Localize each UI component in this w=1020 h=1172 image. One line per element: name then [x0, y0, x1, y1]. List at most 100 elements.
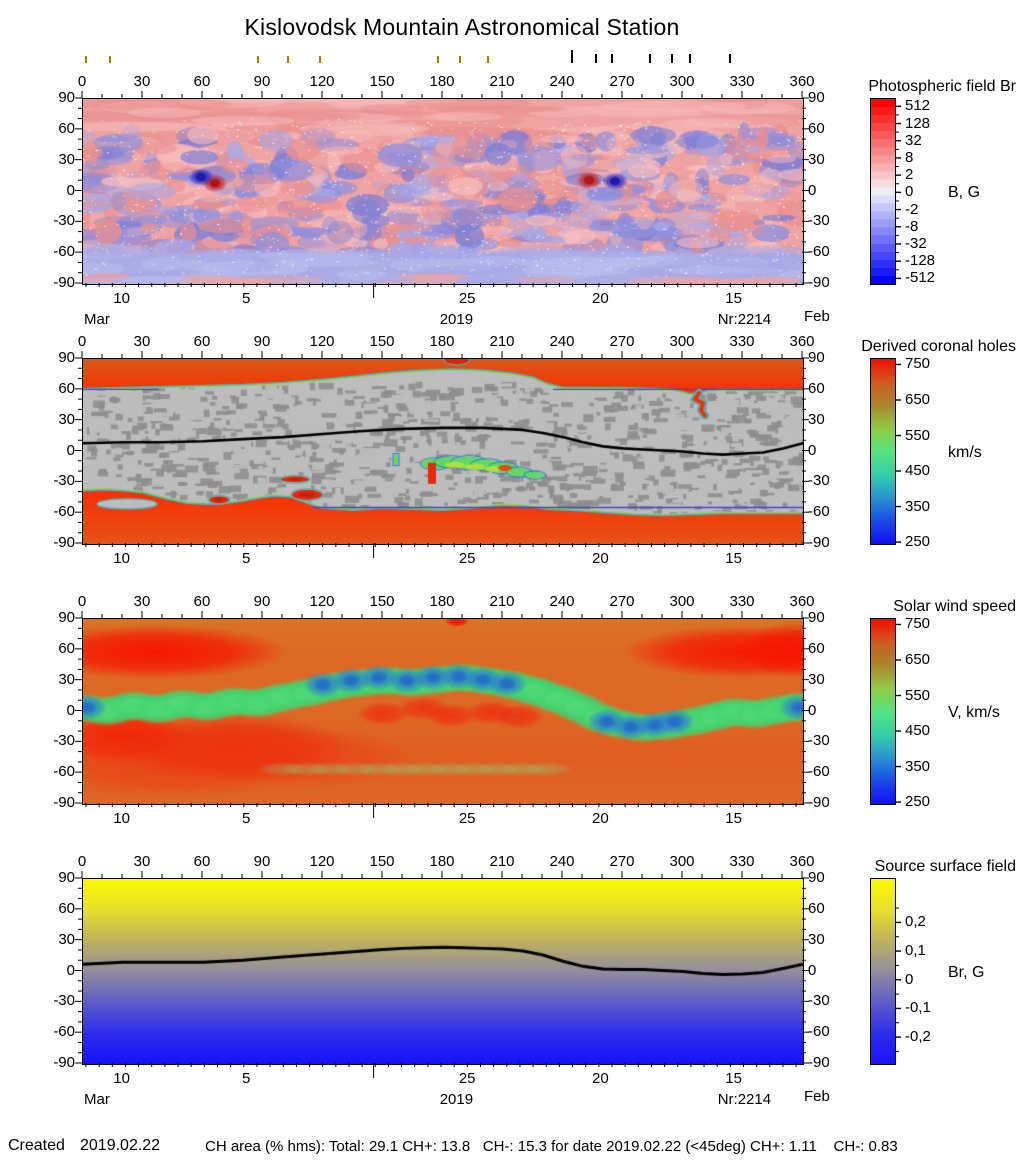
lat-tick-label-left: 0 — [66, 961, 75, 979]
lon-tick-label: 180 — [429, 593, 455, 610]
date-tick-label: 15 — [725, 290, 742, 307]
lon-tick-label: 240 — [549, 333, 575, 350]
colorbar-tick-label: 450 — [905, 722, 931, 740]
lat-tick-label-right: -90 — [808, 534, 830, 551]
lat-tick-label-left: 0 — [66, 701, 75, 719]
colorbar-tick-label: 350 — [905, 497, 931, 515]
lat-tick-label-right: 60 — [808, 119, 825, 137]
date-tick-label: 25 — [458, 1070, 476, 1087]
lon-tick-label: 240 — [549, 853, 575, 870]
source-surface-field-map — [82, 878, 804, 1065]
colorbar-tick-label: 0,2 — [905, 913, 926, 931]
date-tick-label: 5 — [241, 290, 251, 307]
date-tick-label: 25 — [458, 290, 476, 307]
lon-tick-label: 90 — [253, 593, 271, 610]
lon-tick-label: 0 — [77, 333, 87, 350]
lat-tick-label-left: 60 — [58, 119, 75, 137]
colorbar-tick-label: 550 — [905, 426, 931, 444]
lon-tick-label: 270 — [609, 333, 635, 350]
month-right-label: Feb — [804, 308, 830, 325]
lon-tick-label: 270 — [609, 593, 635, 610]
lat-tick-label-right: -30 — [808, 992, 830, 1010]
coronal-holes-map — [82, 358, 804, 545]
lat-tick-label-right: -90 — [808, 274, 830, 291]
colorbar-tick-label: 750 — [905, 615, 931, 633]
lat-tick-label-right: 30 — [808, 930, 825, 948]
lat-tick-label-left: -60 — [53, 503, 75, 521]
date-tick-label: 10 — [113, 550, 130, 567]
colorbar-tick-label: 128 — [905, 114, 931, 132]
month-right-label: Feb — [804, 1088, 830, 1105]
month-left-label: Mar — [84, 311, 110, 328]
lat-tick-label-left: -30 — [53, 472, 75, 490]
lon-tick-label: 30 — [133, 333, 151, 350]
date-tick-label: 5 — [241, 810, 251, 827]
lat-tick-label-right: 90 — [808, 89, 825, 106]
lat-tick-label-left: -60 — [53, 243, 75, 261]
lat-tick-label-left: 90 — [58, 89, 75, 106]
lon-tick-label: 0 — [77, 73, 87, 90]
date-tick-label: 15 — [725, 1070, 742, 1087]
lat-tick-label-left: 0 — [66, 181, 75, 199]
lon-tick-label: 240 — [549, 593, 575, 610]
lon-tick-label: 180 — [429, 333, 455, 350]
colorbar-tick-label: 0,1 — [905, 942, 926, 960]
lon-tick-label: 240 — [549, 73, 575, 90]
lon-tick-label: 330 — [729, 593, 755, 610]
lat-tick-label-right: 60 — [808, 899, 825, 917]
lat-tick-label-right: -30 — [808, 732, 830, 750]
colorbar-tick-label: -8 — [905, 217, 919, 235]
lat-tick-label-right: 0 — [808, 181, 817, 199]
lat-tick-label-left: -30 — [53, 992, 75, 1010]
lon-tick-label: 210 — [489, 593, 515, 610]
lon-tick-label: 360 — [789, 333, 815, 350]
colorbar-tick-label: 650 — [905, 390, 931, 408]
year-label: 2019 — [439, 311, 474, 328]
lat-tick-label-right: -90 — [808, 1054, 830, 1071]
lat-tick-label-right: 0 — [808, 701, 817, 719]
lon-tick-label: 150 — [369, 853, 395, 870]
colorbar-tick-label: -2 — [905, 200, 919, 218]
lat-tick-label-right: 30 — [808, 670, 825, 688]
legend-unit-coronal-holes: km/s — [948, 444, 982, 462]
lon-tick-label: 30 — [133, 593, 151, 610]
lat-tick-label-right: 30 — [808, 410, 825, 428]
figure-title: Kislovodsk Mountain Astronomical Station — [244, 14, 680, 40]
lat-tick-label-left: -90 — [53, 794, 75, 811]
lat-tick-label-right: 30 — [808, 150, 825, 168]
colorbar-source-surface — [870, 878, 896, 1065]
lat-tick-label-right: -60 — [808, 503, 830, 521]
date-tick-label: 15 — [725, 810, 742, 827]
lon-tick-label: 30 — [133, 73, 151, 90]
lon-tick-label: 120 — [309, 853, 335, 870]
colorbar-tick-label: 512 — [905, 97, 931, 115]
lon-tick-label: 180 — [429, 853, 455, 870]
date-tick-label: 10 — [113, 290, 130, 307]
lon-tick-label: 180 — [429, 73, 455, 90]
lon-tick-label: 60 — [193, 333, 211, 350]
lat-tick-label-right: 90 — [808, 349, 825, 366]
lat-tick-label-left: -90 — [53, 274, 75, 291]
legend-unit-source-surface: Br, G — [948, 964, 985, 982]
lat-tick-label-right: 60 — [808, 639, 825, 657]
colorbar-tick-label: 8 — [905, 148, 914, 166]
colorbar-tick-label: 250 — [905, 793, 931, 811]
lat-tick-label-left: -30 — [53, 212, 75, 230]
lat-tick-label-left: -90 — [53, 1054, 75, 1071]
lat-tick-label-right: -30 — [808, 212, 830, 230]
lat-tick-label-right: 90 — [808, 869, 825, 886]
lat-tick-label-left: 90 — [58, 349, 75, 366]
lon-tick-label: 120 — [309, 333, 335, 350]
lon-tick-label: 90 — [253, 333, 271, 350]
rotation-number-label: Nr:2214 — [717, 311, 772, 328]
solar-wind-speed-map — [82, 618, 804, 805]
lat-tick-label-left: -60 — [53, 1023, 75, 1041]
lat-tick-label-right: 0 — [808, 441, 817, 459]
date-tick-label: 25 — [458, 810, 476, 827]
lat-tick-label-right: -90 — [808, 794, 830, 811]
date-tick-label: 10 — [113, 1070, 130, 1087]
lat-tick-label-left: 90 — [58, 869, 75, 886]
lat-tick-label-right: -60 — [808, 763, 830, 781]
lon-tick-label: 360 — [789, 853, 815, 870]
